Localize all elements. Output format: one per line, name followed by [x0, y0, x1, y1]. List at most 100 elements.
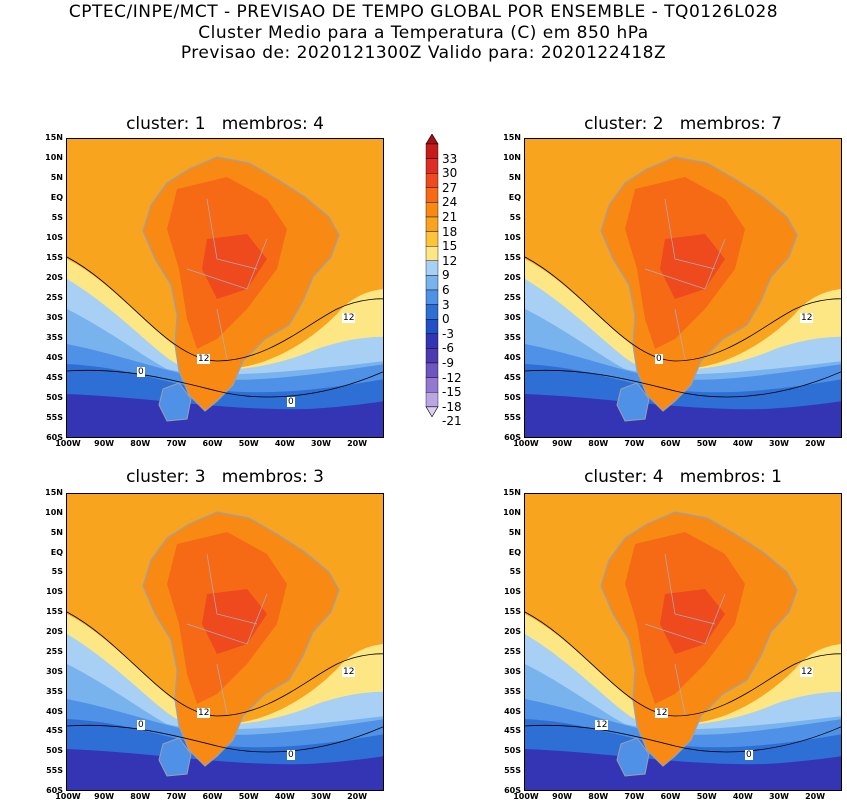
lat-tick-label: 10N [503, 507, 521, 517]
colorbar-swatch [425, 304, 439, 320]
lat-tick-label: 40S [46, 353, 63, 362]
lat-tick-label: 45S [46, 726, 63, 736]
lon-tick-label: 40W [274, 792, 295, 801]
colorbar-tick-label: 9 [442, 268, 450, 283]
coastline [142, 511, 340, 767]
coastline [142, 156, 340, 412]
colorbar-swatch [425, 202, 439, 218]
lat-tick-label: 10S [504, 233, 521, 242]
lon-tick-label: 30W [310, 439, 331, 448]
colorbar-tick-label: 27 [442, 180, 458, 195]
lat-tick-label: 55S [46, 413, 63, 422]
colorbar-swatch [425, 143, 439, 159]
lat-tick-label: 35S [46, 686, 63, 696]
panel-1-map: 12 12 0 0 [66, 138, 384, 438]
country-borders [644, 553, 726, 715]
colorbar-swatch [425, 260, 439, 276]
lon-tick-label: 60W [660, 792, 681, 801]
contour-label: 12 [197, 354, 211, 364]
contour-label: 12 [342, 313, 356, 323]
temperature-field [67, 139, 383, 437]
lon-tick-label: 80W [588, 792, 609, 801]
field-band-24 [202, 589, 267, 654]
field-band-patagonia [617, 383, 649, 421]
contour-12 [525, 611, 841, 717]
lat-tick-label: 15N [45, 488, 63, 497]
lon-tick-label: 100W [513, 792, 539, 801]
lat-tick-label: EQ [508, 547, 521, 557]
field-band-24 [660, 589, 725, 654]
lat-tick-label: 10S [504, 587, 521, 597]
colorbar-swatch [425, 173, 439, 189]
panel-4-title: cluster: 4 membros: 1 [584, 467, 782, 487]
coastline [600, 511, 798, 767]
colorbar-swatch [425, 187, 439, 203]
lat-tick-label: 55S [504, 766, 521, 776]
lat-tick-label: 5S [509, 567, 521, 577]
contour-label: 12 [342, 666, 356, 677]
colorbar-swatch [425, 377, 439, 393]
lon-tick-label: 70W [166, 439, 187, 448]
lat-tick-label: 25S [46, 293, 63, 302]
colorbar-swatch [425, 275, 439, 291]
lat-tick-label: 15S [46, 607, 63, 617]
lat-tick-label: 15S [504, 253, 521, 262]
lat-tick-label: 10S [46, 233, 63, 242]
contour-12 [67, 611, 383, 717]
coastline-south [158, 737, 192, 777]
contour-0 [525, 369, 841, 398]
lat-tick-label: 40S [46, 706, 63, 716]
lat-tick-label: 20S [504, 627, 521, 637]
colorbar-tick-label: -18 [442, 399, 462, 414]
lat-tick-label: 55S [46, 766, 63, 776]
coastline-south [616, 737, 650, 777]
field-band-m9 [525, 394, 841, 437]
coastline-south [616, 382, 650, 422]
panel-2-map: 12 0 [524, 138, 842, 438]
colorbar-swatch [425, 348, 439, 364]
panel-2-title: cluster: 2 membros: 7 [584, 114, 782, 134]
lon-tick-label: 30W [768, 792, 789, 801]
coastline [600, 156, 798, 412]
panel-3-title: cluster: 3 membros: 3 [126, 467, 324, 487]
lat-tick-label: 25S [46, 646, 63, 656]
lon-tick-label: 80W [588, 439, 609, 448]
lat-tick-label: 15N [503, 133, 521, 142]
lon-tick-label: 20W [347, 792, 368, 801]
field-band-24 [660, 234, 725, 299]
lon-tick-label: 70W [624, 439, 645, 448]
lon-tick-label: 50W [238, 439, 259, 448]
temperature-field [67, 494, 383, 790]
colorbar-swatch [425, 333, 439, 349]
field-band-patagonia [159, 383, 191, 421]
colorbar-tick-label: -12 [442, 370, 462, 385]
colorbar-tick-label: -9 [442, 356, 454, 370]
lat-tick-label: 55S [504, 413, 521, 422]
title-line-1: CPTEC/INPE/MCT - PREVISAO DE TEMPO GLOBA… [68, 2, 779, 22]
contour-label: 0 [287, 750, 295, 761]
lat-tick-label: 60S [504, 433, 521, 442]
lat-tick-label: 60S [504, 786, 521, 795]
lat-tick-label: 10N [45, 507, 63, 517]
lon-tick-label: 40W [732, 439, 753, 448]
field-band-patagonia [159, 738, 191, 776]
lon-tick-label: 30W [768, 439, 789, 448]
country-borders [186, 198, 268, 360]
colorbar-tick-label: 15 [442, 239, 458, 254]
colorbar-swatch [425, 216, 439, 232]
contour-label: 0 [137, 720, 145, 731]
colorbar-tick-label: -6 [442, 341, 454, 356]
lat-tick-label: 5N [508, 527, 521, 537]
colorbar-tick-label: 24 [442, 195, 458, 210]
lat-tick-label: 5N [50, 527, 63, 537]
lat-tick-label: 5S [509, 213, 521, 222]
colorbar-tick-label: 12 [442, 253, 458, 268]
lat-tick-label: 15S [46, 253, 63, 262]
lat-tick-label: 20S [46, 627, 63, 637]
lat-tick-label: 30S [504, 666, 521, 676]
country-borders [186, 553, 268, 715]
contour-label: 12 [800, 666, 814, 677]
lon-tick-label: 50W [696, 792, 717, 801]
contour-label: 0 [287, 397, 295, 407]
colorbar-tick-label: -3 [442, 326, 454, 341]
